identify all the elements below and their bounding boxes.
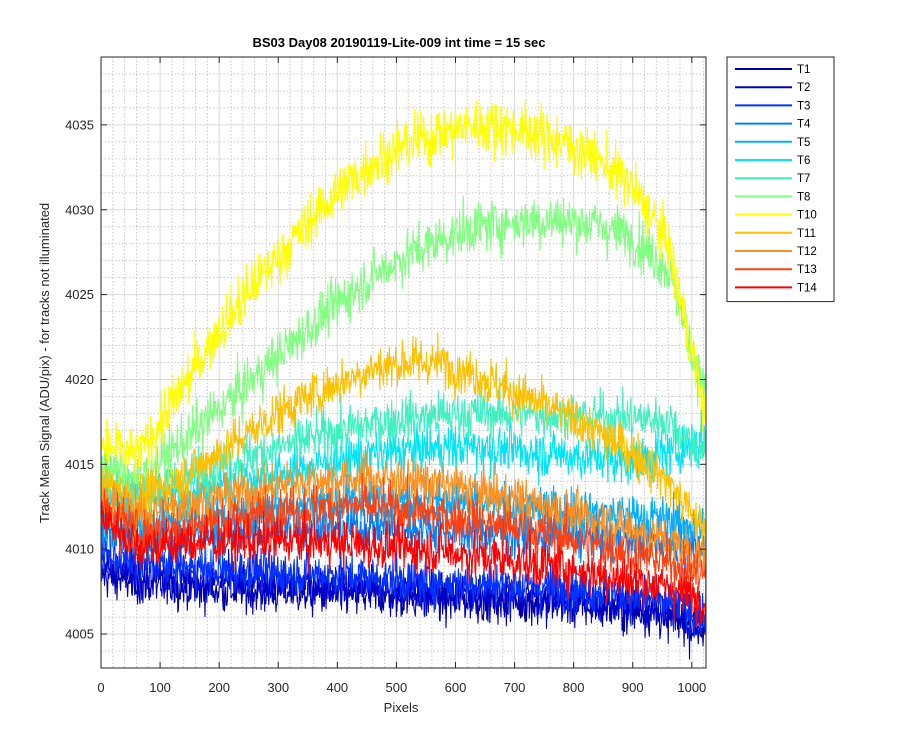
y-tick-label: 4030: [65, 202, 94, 217]
x-tick-label: 600: [445, 680, 467, 695]
legend-box: [726, 56, 835, 303]
x-tick-label: 300: [267, 680, 289, 695]
legend: T1 T2 T3 T4 T5 T6 T7 T8 T10 T11 T12 T13 T14: [726, 56, 835, 303]
legend-label-t1: T1: [797, 64, 810, 76]
x-tick-label: 100: [149, 680, 171, 695]
series-layer: [101, 99, 706, 660]
y-tick-label: 4020: [65, 372, 94, 387]
legend-label-t4: T4: [797, 119, 811, 131]
x-tick-label: 200: [208, 680, 230, 695]
axes-box: [100, 56, 707, 669]
legend-label-t6: T6: [797, 155, 810, 167]
y-tick-label: 4010: [65, 542, 94, 557]
legend-label-t12: T12: [797, 246, 817, 258]
series-line-t14: [101, 501, 706, 628]
x-tick-labels: 0 100 200 300 400 500 600 700 800 900 1000: [97, 680, 706, 695]
y-tick-label: 4005: [65, 627, 94, 642]
y-tick-label: 4025: [65, 287, 94, 302]
y-tick-label: 4015: [65, 457, 94, 472]
legend-label-t14: T14: [797, 282, 817, 294]
legend-label-t7: T7: [797, 173, 810, 185]
series-line-t10: [101, 99, 706, 489]
x-tick-label: 400: [326, 680, 348, 695]
legend-label-t3: T3: [797, 100, 810, 112]
plot-area: [100, 56, 707, 669]
legend-label-t11: T11: [797, 228, 816, 240]
legend-label-t2: T2: [797, 82, 810, 94]
x-axis-label: Pixels: [384, 700, 419, 715]
legend-label-t13: T13: [797, 264, 817, 276]
series-line-t11: [101, 331, 706, 561]
y-tick-label: 4035: [65, 117, 94, 132]
chart-title: BS03 Day08 20190119-Lite-009 int time = …: [252, 35, 545, 50]
x-tick-label: 500: [386, 680, 408, 695]
legend-label-t10: T10: [797, 210, 817, 222]
legend-label-t5: T5: [797, 137, 810, 149]
legend-label-t8: T8: [797, 191, 810, 203]
y-tick-labels: 4005 4010 4015 4020 4025 4030 4035: [65, 117, 94, 641]
y-axis-label: Track Mean Signal (ADU/pix) - for tracks…: [37, 203, 52, 523]
series-line-t8: [101, 195, 706, 494]
x-tick-label: 800: [563, 680, 585, 695]
tick-marks: [100, 57, 706, 668]
series-line-t7: [101, 377, 706, 525]
x-tick-label: 900: [622, 680, 644, 695]
x-tick-label: 1000: [677, 680, 706, 695]
series-line-t2: [101, 545, 706, 647]
x-tick-label: 0: [97, 680, 104, 695]
x-tick-label: 700: [504, 680, 526, 695]
